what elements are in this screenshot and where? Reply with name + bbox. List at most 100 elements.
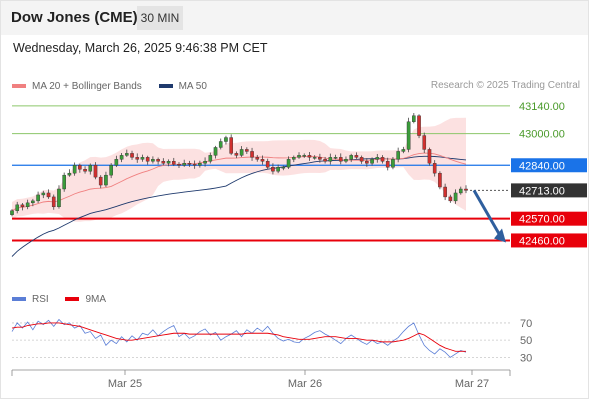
legend-label-rsi-ma: 9MA xyxy=(85,293,107,305)
level-label-box-3 xyxy=(511,183,587,198)
level-label-1: 43000.00 xyxy=(519,129,565,141)
candle-body xyxy=(187,163,192,165)
candle-body xyxy=(260,159,265,162)
candle-body xyxy=(98,176,103,186)
candle-body xyxy=(67,172,72,176)
candle-body xyxy=(396,151,400,160)
candle-body xyxy=(432,163,437,174)
candle-body xyxy=(15,204,20,211)
candle-body xyxy=(271,167,275,172)
candle-body xyxy=(218,141,223,148)
candle-body xyxy=(344,159,348,162)
candle-body xyxy=(213,147,218,156)
candle-body xyxy=(72,165,77,174)
rsi-ma-line xyxy=(11,322,466,352)
candle-body xyxy=(145,157,150,162)
candle-body xyxy=(10,210,14,215)
legend-label-ma50: MA 50 xyxy=(178,80,207,92)
ma20-line xyxy=(11,152,467,212)
candle-body xyxy=(203,161,207,164)
level-label-3: 42713.00 xyxy=(519,185,565,197)
candle-body xyxy=(365,161,369,164)
candle-body xyxy=(375,157,380,160)
header-bar xyxy=(1,1,588,35)
ma20-swatch xyxy=(12,84,26,88)
candle-body xyxy=(417,115,421,136)
candle-body xyxy=(83,169,87,172)
projection-arrow-shaft xyxy=(472,189,502,237)
credit-text: Research © 2025 Trading Central xyxy=(430,80,580,91)
candle-body xyxy=(328,157,333,162)
x-tick-label-1: Mar 26 xyxy=(288,378,322,390)
timestamp: Wednesday, March 26, 2025 9:46:38 PM CET xyxy=(13,41,268,55)
candle-body xyxy=(302,155,307,157)
candle-body xyxy=(250,151,254,158)
candle-body xyxy=(422,135,427,150)
level-label-5: 42460.00 xyxy=(519,235,565,247)
candle-body xyxy=(140,157,145,160)
timeframe-button[interactable]: 30 MIN xyxy=(137,6,183,30)
candle-body xyxy=(255,157,260,160)
candle-body xyxy=(380,157,385,162)
level-label-box-4 xyxy=(511,211,587,226)
candle-body xyxy=(234,153,239,156)
rsi-line xyxy=(11,318,467,358)
rsi-legend: RSI 9MA xyxy=(12,293,120,305)
candle-body xyxy=(333,157,338,159)
candle-body xyxy=(291,157,296,160)
ma-lines xyxy=(11,152,467,257)
candle-body xyxy=(318,157,322,160)
candle-body xyxy=(438,172,442,188)
candle-body xyxy=(412,115,416,122)
candle-body xyxy=(286,159,291,168)
candle-body xyxy=(239,149,244,156)
candle-body xyxy=(198,163,202,166)
rsi-panel: 70 50 30 xyxy=(11,318,532,364)
legend-item-rsi: RSI xyxy=(12,294,49,305)
projection-arrowhead xyxy=(494,228,506,243)
candle-body xyxy=(130,153,134,158)
candle-body xyxy=(156,159,160,162)
candle-body xyxy=(354,155,359,158)
x-tick-label-0: Mar 25 xyxy=(108,378,142,390)
candle-body xyxy=(62,174,66,190)
candle-body xyxy=(41,192,46,196)
candle-body xyxy=(297,155,301,158)
candle-body xyxy=(245,149,249,152)
candle-body xyxy=(161,161,166,164)
legend-label-ma20: MA 20 + Bollinger Bands xyxy=(32,80,142,92)
candle-body xyxy=(166,161,171,164)
page-title: Dow Jones (CME) xyxy=(11,9,138,26)
candle-body xyxy=(114,159,119,166)
candle-body xyxy=(31,200,35,204)
candle-body xyxy=(88,165,93,172)
candle-body xyxy=(182,163,187,166)
level-label-2: 42840.00 xyxy=(519,160,565,172)
main-legend: MA 20 + Bollinger Bands MA 50 xyxy=(12,80,221,92)
candle-body xyxy=(104,174,108,186)
candle-body xyxy=(51,196,56,208)
candle-body xyxy=(370,159,374,164)
candle-body xyxy=(427,149,432,164)
candle-body xyxy=(20,204,25,208)
candle-body xyxy=(349,155,353,160)
candle-body xyxy=(224,137,228,142)
x-tick-label-2: Mar 27 xyxy=(455,378,489,390)
candle-body xyxy=(265,161,270,168)
candle-body xyxy=(192,164,197,166)
candles xyxy=(10,113,468,217)
bollinger-band-layer xyxy=(12,117,466,222)
ma50-swatch xyxy=(158,84,173,88)
candle-body xyxy=(208,155,213,162)
candle-body xyxy=(57,188,61,208)
rsi-swatch xyxy=(12,297,26,301)
candle-body xyxy=(78,165,82,170)
rsi-tick-label-1: 50 xyxy=(520,335,532,347)
x-axis: Mar 25 Mar 26 Mar 27 xyxy=(11,369,511,390)
candle-body xyxy=(125,153,129,156)
candle-body xyxy=(312,157,317,159)
price-levels: 43140.00 43000.00 42840.00 42713.00 42570.00… xyxy=(12,101,587,248)
candle-body xyxy=(401,149,406,152)
candle-body xyxy=(323,159,327,162)
candle-body xyxy=(46,192,51,198)
